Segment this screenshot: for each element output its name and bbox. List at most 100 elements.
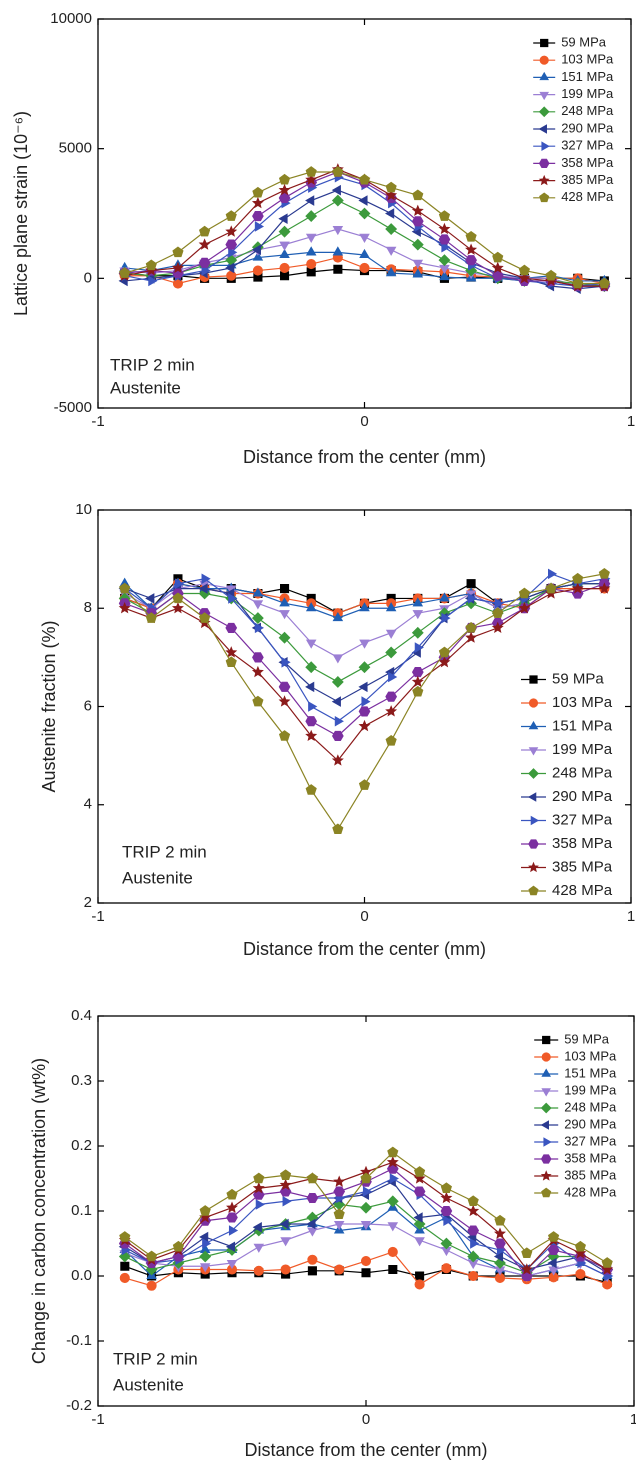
data-point: [438, 234, 451, 245]
data-point: [412, 685, 424, 697]
data-point: [491, 621, 504, 633]
data-point: [172, 1240, 184, 1252]
data-point: [171, 261, 184, 274]
data-point: [440, 1182, 452, 1193]
data-point: [198, 257, 211, 268]
data-point: [198, 583, 208, 594]
legend-marker: [528, 698, 539, 708]
legend-marker: [541, 1088, 552, 1097]
data-point: [412, 610, 424, 620]
data-point: [332, 611, 344, 622]
legend-label: 290 MPa: [552, 788, 613, 805]
data-point: [307, 1227, 318, 1237]
data-point: [228, 1225, 239, 1236]
data-point: [333, 1175, 346, 1187]
data-point: [413, 1212, 423, 1223]
legend-marker: [527, 792, 537, 802]
data-point: [414, 1166, 426, 1177]
data-point: [358, 779, 371, 790]
data-point: [279, 248, 290, 259]
data-point: [199, 1250, 212, 1263]
data-point: [146, 1280, 157, 1291]
data-point: [411, 204, 424, 216]
data-point: [334, 715, 344, 727]
data-point: [385, 691, 397, 702]
data-point: [253, 1172, 265, 1184]
data-point: [548, 1231, 560, 1242]
data-point: [278, 213, 288, 224]
x-tick-label: 0: [360, 413, 368, 430]
data-point: [279, 1186, 292, 1197]
x-tick-label: 0: [360, 908, 368, 925]
data-point: [411, 238, 424, 251]
legend-marker: [541, 1068, 552, 1077]
data-point: [279, 597, 290, 607]
data-point: [333, 1208, 345, 1219]
data-point: [172, 592, 184, 604]
annotation: Austenite: [122, 868, 193, 887]
data-point: [441, 1263, 452, 1274]
y-tick-label: 4: [84, 796, 92, 813]
data-point: [333, 1186, 346, 1197]
data-point: [358, 173, 371, 185]
data-point: [520, 1270, 533, 1282]
x-tick-label: 1: [630, 1411, 636, 1428]
legend-label: 103 MPa: [564, 1048, 617, 1063]
data-point: [465, 255, 477, 266]
legend-label: 358 MPa: [564, 1150, 617, 1165]
data-point: [494, 598, 504, 609]
data-point: [278, 695, 291, 707]
data-point: [226, 270, 237, 281]
data-point: [358, 681, 368, 693]
data-point: [547, 568, 558, 580]
legend-marker: [538, 174, 550, 186]
data-point: [252, 695, 264, 707]
data-point: [308, 701, 318, 712]
data-point: [361, 696, 371, 707]
data-point: [465, 631, 478, 643]
data-point: [358, 719, 371, 732]
data-point: [199, 225, 211, 237]
data-point: [306, 1192, 319, 1204]
data-point: [386, 1195, 399, 1208]
legend-label: 290 MPa: [564, 1116, 617, 1131]
data-point: [331, 184, 341, 196]
data-point: [305, 639, 317, 649]
data-point: [494, 1227, 506, 1239]
x-tick-label: -1: [91, 413, 104, 430]
data-point: [278, 192, 291, 203]
data-point: [252, 600, 264, 610]
data-point: [492, 251, 504, 263]
data-point: [413, 1186, 426, 1197]
legend-label: 199 MPa: [564, 1082, 617, 1097]
data-point: [251, 665, 264, 678]
data-point: [385, 629, 397, 639]
data-point: [574, 1240, 586, 1252]
data-point: [251, 612, 264, 625]
legend-marker: [541, 141, 550, 152]
data-point: [307, 1254, 318, 1265]
data-point: [412, 268, 424, 278]
data-point: [199, 1263, 211, 1273]
data-point: [414, 1279, 425, 1290]
data-point: [199, 1205, 211, 1216]
data-point: [252, 251, 264, 261]
data-point: [331, 676, 344, 688]
legend-label: 59 MPa: [552, 670, 604, 687]
data-point: [119, 1231, 131, 1242]
legend-label: 327 MPa: [561, 138, 614, 153]
legend-marker: [540, 1120, 549, 1130]
data-point: [439, 592, 450, 602]
legend-marker: [528, 861, 539, 873]
data-point: [411, 675, 424, 688]
y-tick-label: 0.3: [71, 1072, 92, 1089]
series-line: [124, 587, 605, 762]
y-tick-label: -5000: [54, 399, 92, 416]
x-axis-label: Distance from the center (mm): [244, 1440, 487, 1460]
data-point: [332, 654, 344, 664]
data-point: [385, 646, 398, 659]
data-point: [251, 244, 261, 256]
data-point: [385, 208, 395, 219]
data-point: [279, 610, 290, 620]
